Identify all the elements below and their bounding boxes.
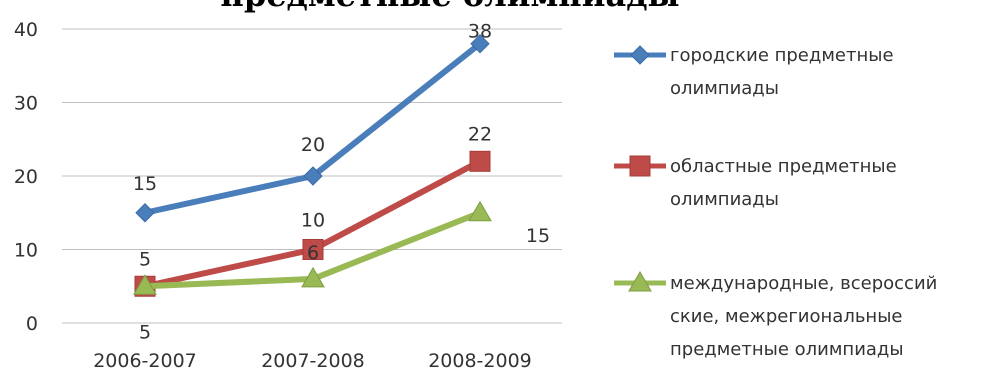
series-1 bbox=[135, 33, 490, 223]
legend-label: ские, межрегиональные bbox=[670, 306, 903, 327]
data-point-marker bbox=[468, 200, 492, 222]
series-3 bbox=[133, 200, 492, 295]
data-label: 20 bbox=[301, 134, 325, 156]
data-label: 15 bbox=[526, 225, 550, 247]
data-label: 10 bbox=[301, 210, 325, 232]
chart-title: предметные олимпиады bbox=[220, 0, 679, 14]
legend-swatch-marker bbox=[628, 271, 652, 292]
data-label: 6 bbox=[307, 242, 319, 264]
x-tick-label: 2008-2009 bbox=[428, 350, 532, 372]
legend-entry: областные предметные олимпиады bbox=[614, 155, 897, 210]
data-point-marker bbox=[469, 150, 491, 172]
legend-swatch-marker bbox=[629, 155, 651, 177]
x-tick-label: 2006-2007 bbox=[93, 350, 197, 372]
y-tick-label: 10 bbox=[14, 240, 38, 262]
legend-entry: международные, всероссий ские, межрегиона… bbox=[614, 271, 937, 360]
y-tick-label: 0 bbox=[26, 313, 38, 335]
y-tick-label: 30 bbox=[14, 93, 38, 115]
legend-label: международные, всероссий bbox=[670, 273, 937, 294]
data-label: 38 bbox=[468, 21, 492, 43]
data-labels: 15 20 38 5 10 22 5 6 15 bbox=[133, 21, 550, 344]
data-label: 5 bbox=[139, 248, 151, 270]
data-label: 5 bbox=[139, 321, 151, 343]
data-label: 15 bbox=[133, 173, 157, 195]
legend-label: олимпиады bbox=[670, 189, 779, 210]
y-tick-label: 20 bbox=[14, 166, 38, 188]
legend-label: городские предметные bbox=[670, 45, 894, 66]
y-tick-label: 40 bbox=[14, 19, 38, 41]
data-point-marker bbox=[302, 239, 324, 260]
data-point-marker bbox=[470, 33, 490, 54]
series-layer bbox=[133, 33, 492, 297]
legend-label: олимпиады bbox=[670, 78, 779, 99]
data-label: 22 bbox=[468, 123, 492, 145]
data-point-marker bbox=[301, 266, 325, 288]
data-point-marker bbox=[303, 166, 323, 186]
y-axis-tick-labels: 0 10 20 30 40 bbox=[14, 19, 38, 335]
legend-swatch-marker bbox=[630, 45, 650, 65]
x-tick-label: 2007-2008 bbox=[261, 350, 365, 372]
data-point-marker bbox=[135, 203, 155, 223]
legend-label: предметные олимпиады bbox=[670, 339, 904, 360]
legend-entry: городские предметные олимпиады bbox=[614, 45, 894, 99]
data-point-marker bbox=[133, 274, 157, 295]
legend-label: областные предметные bbox=[670, 156, 897, 177]
x-axis-tick-labels: 2006-2007 2007-2008 2008-2009 bbox=[93, 350, 532, 372]
